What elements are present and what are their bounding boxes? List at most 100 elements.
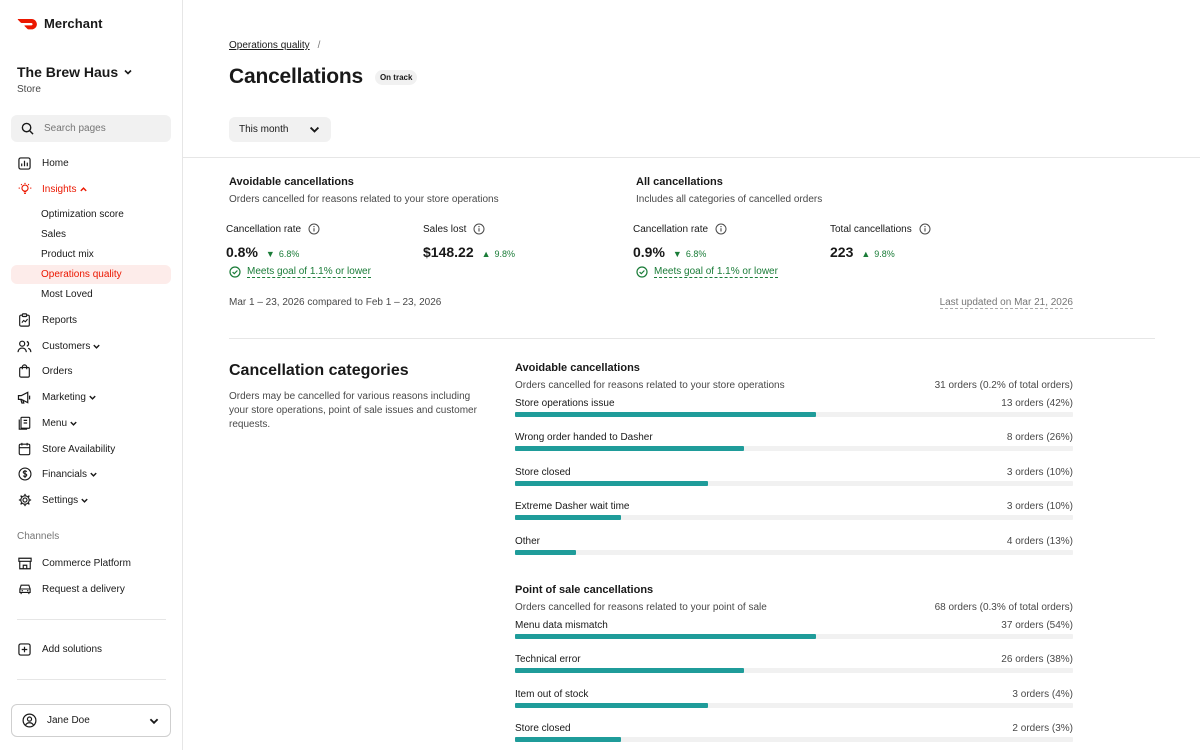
chevron-up-icon: [80, 186, 88, 191]
category-bar-fill: [515, 634, 817, 639]
info-icon[interactable]: [473, 223, 485, 235]
all-goal: Meets goal of 1.1% or lower: [636, 266, 778, 278]
avoidable-rate-metric: Cancellation rate 0.8% ▼ 6.8%: [226, 223, 320, 260]
comparison-period: Mar 1 – 23, 2026 compared to Feb 1 – 23,…: [229, 297, 442, 308]
category-row-count: 3 orders (10%): [1006, 501, 1073, 513]
info-icon[interactable]: [308, 223, 320, 235]
search-input[interactable]: [44, 123, 154, 134]
category-row-count: 2 orders (3%): [1012, 723, 1073, 735]
category-row-label: Menu data mismatch: [515, 620, 608, 631]
nav-request-delivery[interactable]: Request a delivery: [11, 578, 171, 600]
gear-icon: [18, 493, 31, 507]
chevron-down-icon: [309, 126, 320, 133]
last-updated[interactable]: Last updated on Mar 21, 2026: [939, 297, 1073, 309]
nav-add-solutions[interactable]: Add solutions: [11, 638, 171, 660]
nav-settings[interactable]: Settings: [11, 489, 171, 511]
category-row: Item out of stock 3 orders (4%): [515, 689, 1073, 723]
category-bar-fill: [515, 668, 744, 674]
user-menu-button[interactable]: Jane Doe: [11, 704, 171, 737]
avoidable-rate-label: Cancellation rate: [226, 223, 302, 235]
menu-book-icon: [18, 416, 31, 430]
chevron-down-icon: [93, 344, 101, 349]
chevron-down-icon: [89, 395, 96, 400]
all-rate-trend: 6.8%: [685, 249, 707, 259]
total-cancellations-value: 223: [830, 244, 854, 260]
period-dropdown[interactable]: This month: [229, 117, 331, 142]
nav-sub-operations-quality[interactable]: Operations quality: [11, 265, 171, 284]
nav-menu[interactable]: Menu: [11, 412, 171, 434]
storefront-icon: [17, 557, 32, 569]
status-badge: On track: [374, 69, 418, 85]
page-title: Cancellations: [229, 65, 363, 88]
category-bar-fill: [515, 737, 621, 743]
category-row-count: 3 orders (4%): [1012, 688, 1073, 700]
nav-sub-sales[interactable]: Sales: [41, 229, 67, 240]
category-row-label: Store operations issue: [515, 398, 615, 409]
chevron-down-icon: [70, 421, 77, 426]
nav-settings-label: Settings: [42, 494, 79, 506]
all-description: Includes all categories of cancelled ord…: [636, 194, 823, 205]
nav-home[interactable]: Home: [11, 152, 171, 174]
category-row: Store operations issue 13 orders (42%): [515, 398, 1073, 432]
total-cancellations-trend: 9.8%: [874, 249, 895, 259]
search-box[interactable]: [11, 115, 171, 142]
nav-marketing[interactable]: Marketing: [11, 386, 171, 408]
category-bar-track: [515, 549, 1073, 555]
avoidable-description: Orders cancelled for reasons related to …: [229, 194, 499, 205]
brand[interactable]: Merchant: [17, 16, 103, 31]
period-dropdown-value: This month: [239, 124, 289, 135]
category-bar-track: [515, 412, 1073, 417]
nav-sub-product-mix[interactable]: Product mix: [41, 249, 94, 260]
sales-lost-trend: 9.8%: [494, 249, 516, 259]
nav-orders[interactable]: Orders: [11, 360, 171, 382]
category-row-label: Extreme Dasher wait time: [515, 501, 630, 513]
all-title: All cancellations: [636, 176, 723, 188]
category-block: Avoidable cancellations Orders cancelled …: [515, 362, 1073, 570]
trend-up-icon: ▲: [861, 249, 871, 259]
info-icon[interactable]: [715, 223, 727, 235]
nav-sub-most-loved[interactable]: Most Loved: [41, 289, 93, 300]
all-rate-metric: Cancellation rate 0.9% ▼ 6.8%: [633, 223, 727, 260]
sidebar: Merchant The Brew Haus Store Home Insigh…: [0, 0, 183, 750]
category-row: Store closed 3 orders (10%): [515, 467, 1073, 501]
category-row-label: Store closed: [515, 723, 571, 735]
category-row: Wrong order handed to Dasher 8 orders (26…: [515, 432, 1073, 466]
category-bar-fill: [515, 446, 744, 452]
category-bar-track: [515, 515, 1073, 521]
nav-customers-label: Customers: [42, 340, 91, 352]
chevron-down-icon: [81, 498, 88, 503]
categories-heading: Cancellation categories: [229, 362, 409, 379]
category-block-summary: 68 orders (0.3% of total orders): [934, 602, 1073, 613]
category-block: Point of sale cancellations Orders cancel…: [515, 584, 1073, 750]
nav-menu-label: Menu: [42, 417, 68, 429]
nav-financials[interactable]: Financials: [11, 463, 171, 485]
breadcrumb-operations-quality[interactable]: Operations quality: [229, 40, 310, 51]
nav-sub-optimization-score[interactable]: Optimization score: [41, 209, 124, 220]
info-icon[interactable]: [919, 223, 931, 235]
doordash-logo-icon: [17, 18, 37, 29]
category-bar-fill: [515, 515, 621, 521]
all-summary: All cancellations Includes all categorie…: [633, 176, 1016, 296]
category-block-title: Point of sale cancellations: [515, 584, 654, 596]
category-block-subtitle: Orders cancelled for reasons related to …: [515, 380, 785, 391]
check-circle-icon: [229, 266, 241, 278]
people-icon: [17, 340, 32, 352]
nav-commerce-platform[interactable]: Commerce Platform: [11, 552, 171, 574]
nav-customers[interactable]: Customers: [11, 335, 171, 357]
all-goal-text[interactable]: Meets goal of 1.1% or lower: [654, 266, 778, 278]
header-divider: [183, 157, 1200, 158]
nav-marketing-label: Marketing: [42, 391, 86, 403]
avoidable-goal-text[interactable]: Meets goal of 1.1% or lower: [247, 266, 371, 278]
nav-store-availability[interactable]: Store Availability: [11, 438, 171, 460]
nav-reports[interactable]: Reports: [11, 309, 171, 331]
category-row: Store closed 2 orders (3%): [515, 723, 1073, 750]
chevron-down-icon: [149, 718, 159, 724]
user-name: Jane Doe: [47, 715, 90, 726]
category-row-count: 37 orders (54%): [1001, 620, 1073, 631]
store-picker[interactable]: The Brew Haus Store: [17, 64, 133, 95]
nav-insights[interactable]: Insights: [11, 178, 171, 200]
category-bar-track: [515, 737, 1073, 743]
chevron-down-icon: [90, 472, 97, 477]
sales-lost-metric: Sales lost $148.22 ▲ 9.8%: [423, 223, 515, 260]
nav-reports-label: Reports: [42, 314, 78, 326]
